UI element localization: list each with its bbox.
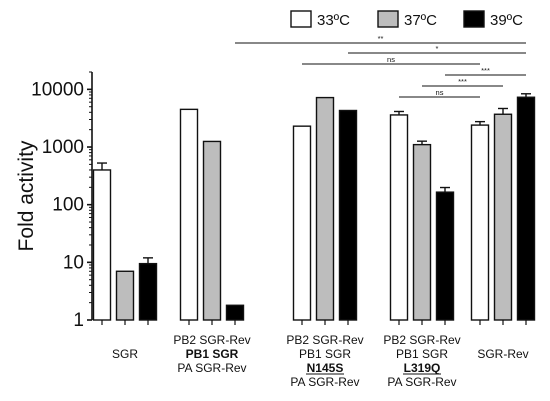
legend-swatch [378, 11, 398, 27]
bar [518, 97, 535, 320]
group-label-line: PB1 SGR [396, 347, 448, 361]
group-label-line: SGR [112, 347, 138, 361]
legend-label: 37ºC [404, 12, 437, 29]
legend: 33ºC 37ºC 39ºC [291, 11, 523, 29]
y-axis-label: Fold activity [15, 140, 38, 251]
y-tick-label: 1 [73, 310, 84, 331]
y-tick-label: 1000 [42, 137, 84, 158]
bar [495, 114, 512, 320]
bar [227, 305, 244, 320]
legend-swatch [291, 11, 311, 27]
significance-label: *** [481, 66, 490, 75]
bar [317, 98, 334, 320]
bars [94, 94, 535, 320]
group-label-line: L319Q [404, 361, 441, 375]
bar [437, 192, 454, 320]
group-label-line: PB1 SGR [186, 347, 239, 361]
group-label-line: PA SGR-Rev [177, 361, 246, 375]
y-tick-label: 10000 [31, 79, 84, 100]
bar [94, 170, 111, 320]
significance-label: ** [378, 34, 384, 43]
group-label-line: PB1 SGR [299, 347, 351, 361]
y-tick-label: 100 [52, 195, 84, 216]
group-label-line: PA SGR-Rev [290, 375, 359, 389]
group-label-line: PA SGR-Rev [387, 375, 456, 389]
bar [391, 115, 408, 320]
significance-label: * [436, 44, 439, 53]
y-tick-label: 10 [63, 252, 84, 273]
bar [414, 145, 431, 320]
bar [340, 110, 357, 320]
group-label-line: PB2 SGR-Rev [286, 333, 363, 347]
bar [117, 271, 134, 320]
legend-label: 39ºC [490, 12, 523, 29]
bar [294, 126, 311, 320]
group-label-line: PB2 SGR-Rev [173, 333, 250, 347]
group-label-line: N145S [307, 361, 344, 375]
bar [204, 141, 221, 320]
significance-label: *** [458, 77, 467, 86]
significance-label: ns [436, 88, 444, 97]
significance-brackets: ***ns******ns [235, 34, 526, 97]
significance-label: ns [387, 55, 395, 64]
legend-label: 33ºC [317, 12, 350, 29]
group-label-line: SGR-Rev [477, 347, 528, 361]
group-label-line: PB2 SGR-Rev [383, 333, 460, 347]
bar [140, 264, 157, 320]
bar [181, 109, 198, 320]
bar [472, 125, 489, 320]
legend-swatch [464, 11, 484, 27]
